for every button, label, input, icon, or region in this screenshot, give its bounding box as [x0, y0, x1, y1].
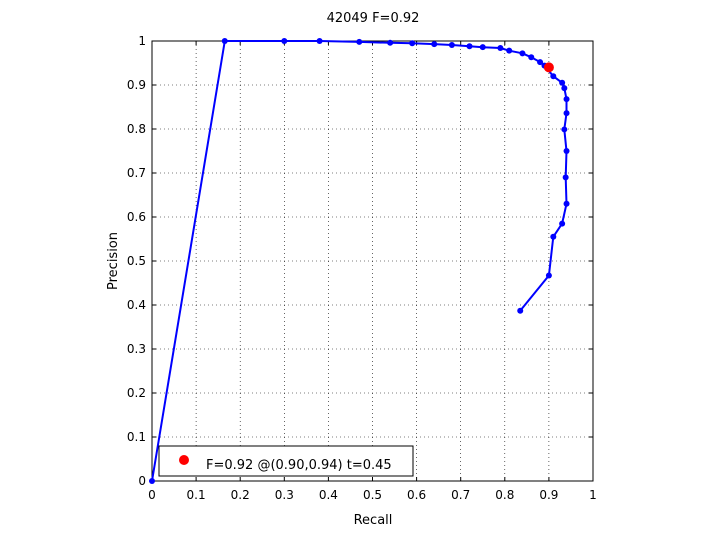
- pr-curve-point: [409, 40, 416, 47]
- y-tick-label: 0.3: [127, 342, 146, 356]
- pr-curve-point: [537, 59, 544, 66]
- legend-label: F=0.92 @(0.90,0.94) t=0.45: [206, 458, 392, 473]
- y-tick-label: 0.9: [127, 78, 146, 92]
- pr-curve-point: [550, 233, 557, 240]
- pr-curve-point: [387, 39, 394, 46]
- pr-curve-point: [559, 79, 566, 86]
- y-tick-label: 0.2: [127, 386, 146, 400]
- pr-curve-point: [479, 44, 486, 51]
- x-tick-label: 1: [589, 488, 597, 502]
- pr-curve-point: [149, 478, 155, 484]
- pr-curve-point: [519, 50, 526, 57]
- x-tick-label: 0: [148, 488, 156, 502]
- pr-curve-point: [356, 38, 363, 45]
- axis-ticks: 0 0.1 0.2 0.3 0.4 0.5 0.6 0.7 0.8 0.9 1 0 0.1 0.2 0.3 0…: [127, 34, 597, 502]
- y-tick-label: 0.4: [127, 298, 146, 312]
- pr-curve-point: [563, 148, 570, 154]
- y-tick-label: 0.1: [127, 430, 146, 444]
- pr-curve-point: [563, 96, 570, 103]
- pr-curve-point: [563, 110, 570, 117]
- grid: [152, 41, 593, 481]
- pr-curve-point: [497, 45, 504, 52]
- x-tick-label: 0.3: [275, 488, 294, 502]
- pr-curve-point: [550, 73, 557, 80]
- x-tick-label: 0.9: [539, 488, 558, 502]
- pr-curve-point: [281, 38, 288, 44]
- best-f-point: [543, 62, 554, 73]
- pr-curve-point: [563, 200, 570, 207]
- pr-curve-point: [528, 54, 535, 61]
- pr-curve-point: [561, 126, 568, 133]
- pr-curve-point: [431, 41, 438, 48]
- legend-box: [158, 445, 414, 477]
- pr-curve-point: [221, 38, 228, 44]
- legend: F=0.92 @(0.90,0.94) t=0.45: [158, 445, 414, 477]
- y-tick-label: 0.6: [127, 210, 146, 224]
- y-tick-label: 1: [138, 34, 146, 48]
- x-tick-label: 0.8: [495, 488, 514, 502]
- x-tick-label: 0.5: [363, 488, 382, 502]
- legend-marker: [179, 455, 189, 465]
- series-layer: [149, 38, 570, 484]
- pr-curve-point: [562, 174, 569, 181]
- pr-curve-point: [448, 41, 455, 48]
- y-axis-title: Precision: [106, 232, 121, 290]
- x-tick-label: 0.1: [187, 488, 206, 502]
- x-tick-label: 0.2: [231, 488, 250, 502]
- pr-curve-point: [316, 38, 323, 44]
- pr-curve-point: [545, 272, 552, 279]
- y-tick-label: 0.8: [127, 122, 146, 136]
- y-tick-label: 0: [138, 474, 146, 488]
- x-tick-label: 0.6: [407, 488, 426, 502]
- pr-curve-point: [561, 85, 568, 92]
- x-axis-title: Recall: [354, 513, 393, 528]
- x-tick-label: 0.7: [451, 488, 470, 502]
- pr-curve-point: [506, 47, 513, 54]
- y-tick-label: 0.5: [127, 254, 146, 268]
- x-tick-label: 0.4: [319, 488, 338, 502]
- pr-curve-point: [466, 43, 473, 50]
- y-tick-label: 0.7: [127, 166, 146, 180]
- pr-curve-point: [559, 220, 566, 227]
- chart-title: 42049 F=0.92: [327, 11, 420, 26]
- pr-curve-point: [517, 307, 524, 314]
- pr-curve-line: [151, 40, 568, 482]
